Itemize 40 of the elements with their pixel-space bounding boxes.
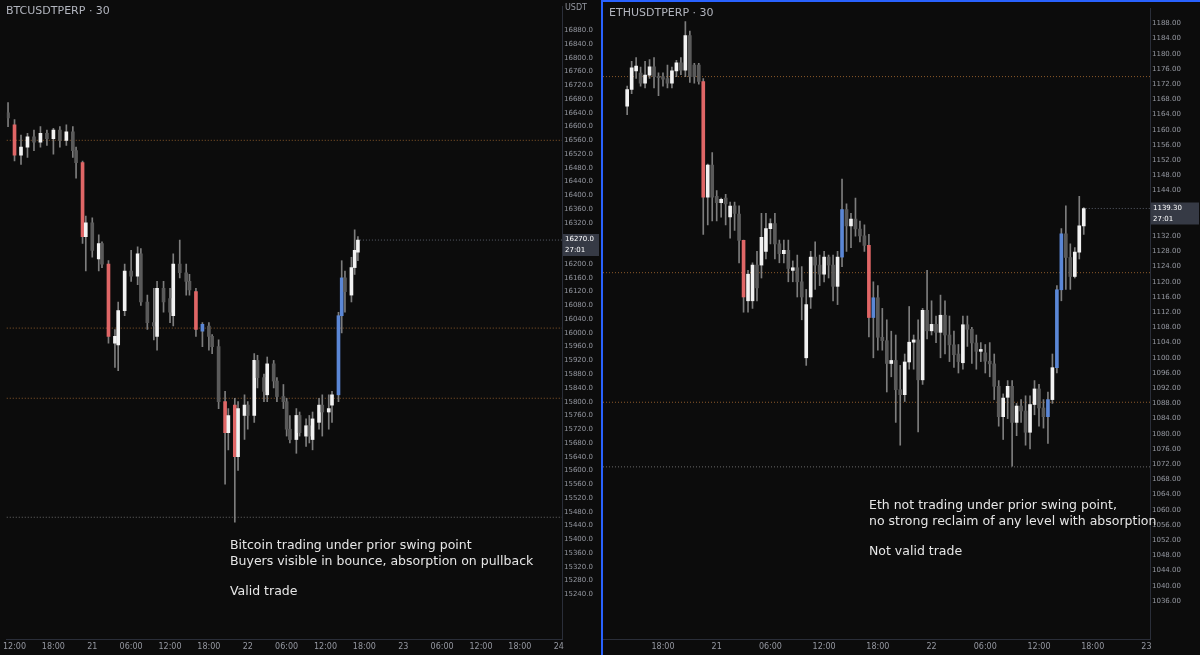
x-tick-label: 12:00 [158, 641, 182, 651]
candlestick [849, 213, 853, 248]
chart-title: ETHUSDTPERP · 30 [609, 6, 714, 19]
x-tick-label: 12:00 [3, 641, 27, 651]
x-tick-label: 23 [398, 641, 409, 651]
candlestick [790, 260, 795, 283]
annotation: Eth not trading under prior swing point, [869, 497, 1117, 512]
candlestick [889, 330, 894, 378]
x-tick-label: 12:00 [812, 641, 836, 651]
chart-title: BTCUSDTPERP · 30 [6, 4, 110, 17]
annotation: Not valid trade [869, 543, 963, 558]
x-tick-label: 22 [926, 641, 937, 651]
candlestick [813, 241, 818, 290]
x-tick-label: 12:00 [313, 641, 338, 651]
x-tick-label: 06:00 [430, 641, 454, 651]
x-tick-label: 12:00 [469, 641, 493, 651]
x-tick-label: 18:00 [41, 641, 65, 651]
y-axis-title: USDT [565, 3, 587, 12]
x-tick-label: 06:00 [119, 641, 143, 651]
x-tick-label: 06:00 [275, 641, 299, 651]
x-tick-label: 18:00 [197, 641, 221, 651]
x-tick-label: 22 [242, 641, 253, 651]
x-tick-label: 23 [1141, 641, 1152, 651]
x-tick-label: 12:00 [1027, 641, 1051, 651]
x-tick-label: 18:00 [866, 641, 890, 651]
x-tick-label: 21 [87, 641, 98, 651]
candlestick [1019, 399, 1023, 423]
x-tick-label: 06:00 [758, 641, 782, 651]
x-tick-label: 24 [553, 641, 564, 651]
x-tick-label: 18:00 [1081, 641, 1105, 651]
annotation: Valid trade [230, 583, 299, 599]
candlestick [719, 197, 723, 218]
annotation: Bitcoin trading under prior swing point [230, 537, 473, 553]
x-tick-label: 18:00 [352, 641, 376, 651]
x-tick-label: 18:00 [651, 641, 675, 651]
x-tick-label: 18:00 [508, 641, 532, 651]
candlestick [782, 239, 786, 264]
x-tick-label: 21 [711, 641, 722, 651]
x-tick-label: 06:00 [973, 641, 997, 651]
annotation: Buyers visible in bounce, absorption on pullback [230, 553, 534, 569]
